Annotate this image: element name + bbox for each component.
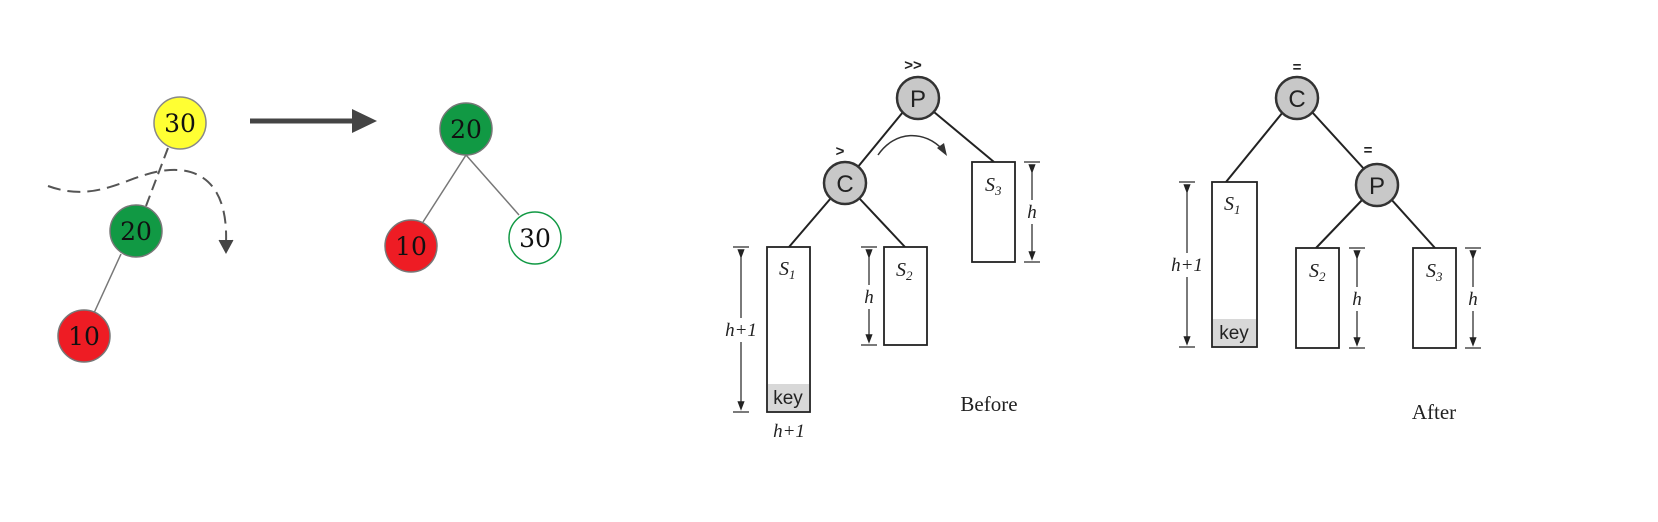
dim-label-bg [1348, 287, 1366, 311]
dim-label-bg [1464, 287, 1482, 311]
node-20-after [439, 102, 493, 156]
dim-label-s3-before: h [1027, 202, 1037, 223]
caption-before: Before [960, 392, 1017, 416]
lr-after: C = P = key S1 h+1 S2 h S3 h After [1166, 59, 1482, 424]
dim-label-s1-before: h+1 [725, 320, 757, 341]
node-c-after [1274, 75, 1320, 121]
subtree-s3-after [1412, 247, 1457, 349]
rotation-arc-arrow-icon [937, 143, 947, 156]
subtree-s3-before [971, 161, 1016, 263]
node-p-after-label: P [1369, 173, 1385, 200]
subtree-s3-after-label: S3 [1426, 260, 1443, 284]
balance-badge-c-after: = [1293, 59, 1302, 76]
subtree-s3-before-label: S3 [985, 174, 1002, 198]
key-box-before [768, 384, 809, 411]
node-20-before-label: 20 [120, 217, 152, 246]
edge-p-s3-after [1389, 197, 1436, 249]
ll-example: 30 20 10 20 10 30 [47, 96, 562, 363]
key-box-after [1213, 319, 1256, 346]
dim-label-bg [1023, 200, 1041, 224]
node-c-before [822, 160, 868, 206]
edge-20-10-after [422, 154, 467, 223]
subtree-s2-before [883, 246, 928, 346]
subtree-s2-after-label: S2 [1309, 260, 1326, 284]
dashed-edge-30-20 [145, 147, 169, 207]
edge-20-10 [93, 253, 122, 314]
node-10-after-label: 10 [395, 232, 427, 261]
node-10-before-label: 10 [68, 322, 100, 351]
node-10-after [384, 219, 438, 273]
subtree-s2-after [1295, 247, 1340, 349]
node-c-before-label: C [836, 171, 853, 198]
balance-badge-p-before: >> [904, 57, 922, 74]
node-c-after-label: C [1288, 86, 1305, 113]
edge-c-s1 [788, 197, 832, 248]
subtree-s2-before-label: S2 [896, 259, 913, 283]
dim-label-bg [860, 285, 878, 309]
dim-label-s1-after: h+1 [1171, 255, 1203, 276]
curve-arrow-icon [218, 239, 234, 255]
edge-c-s1-after [1225, 111, 1284, 183]
caption-after: After [1412, 400, 1456, 424]
key-label-after: key [1219, 323, 1249, 344]
dashed-rotation-curve [47, 168, 228, 244]
node-p-before-label: P [910, 86, 926, 113]
balance-badge-c-before: > [836, 143, 845, 160]
subtree-s1-after-label: S1 [1224, 193, 1241, 217]
dim-label-bg [720, 318, 762, 342]
dim-label-bg [1166, 253, 1208, 277]
node-20-after-label: 20 [450, 115, 482, 144]
lr-before: P >> C > key S1 h+1 h+1 S2 h S3 [720, 57, 1041, 442]
node-30-before [153, 96, 207, 150]
edge-p-s2-after [1315, 197, 1365, 249]
node-30-after [508, 211, 562, 265]
bottom-label-s1-before: h+1 [773, 421, 805, 442]
transform-arrow-icon [352, 109, 377, 133]
node-10-before [57, 309, 111, 363]
edge-c-s2 [858, 197, 906, 248]
edge-20-30-after [465, 154, 520, 216]
edge-p-c [856, 111, 904, 169]
dim-label-s2-after: h [1352, 289, 1362, 310]
rotation-arc [877, 134, 944, 156]
dim-label-s3-after: h [1468, 289, 1478, 310]
edge-p-s3 [933, 111, 995, 163]
balance-badge-p-after: = [1364, 142, 1373, 159]
node-p-after [1354, 162, 1400, 208]
node-p-before [895, 75, 941, 121]
dim-label-s2-before: h [864, 287, 874, 308]
subtree-s1-before-label: S1 [779, 258, 796, 282]
key-label-before: key [773, 388, 803, 409]
node-20-before [109, 204, 163, 258]
edge-c-p-after [1311, 111, 1366, 171]
node-30-before-label: 30 [164, 109, 196, 138]
node-30-after-label: 30 [519, 224, 551, 253]
